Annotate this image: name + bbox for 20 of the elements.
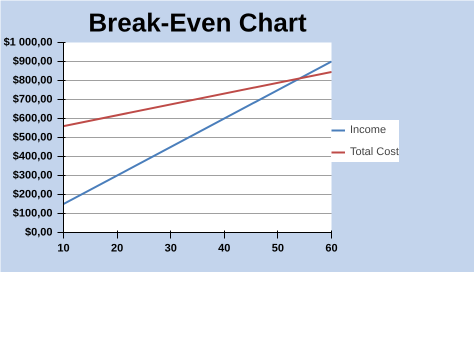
legend-label: Total Cost <box>350 146 399 158</box>
x-tick-label: 30 <box>164 242 177 254</box>
y-tick-label: $1 000,00 <box>4 36 52 48</box>
y-tick-label: $100,00 <box>12 208 53 220</box>
chart-title: Break-Even Chart <box>88 8 307 38</box>
y-tick-label: $200,00 <box>12 188 53 200</box>
x-tick-label: 10 <box>57 242 70 254</box>
y-tick-label: $600,00 <box>12 112 53 124</box>
x-tick-label: 60 <box>325 242 338 254</box>
y-tick-label: $900,00 <box>12 56 53 68</box>
x-tick-label: 20 <box>110 242 124 254</box>
y-tick-label: $400,00 <box>12 150 53 162</box>
legend-label: Income <box>350 124 386 136</box>
y-tick-label: $500,00 <box>12 132 53 144</box>
y-tick-label: $0,00 <box>24 226 53 238</box>
y-tick-label: $700,00 <box>12 94 53 106</box>
x-tick-label: 50 <box>272 242 284 254</box>
x-tick-label: 40 <box>218 242 230 254</box>
y-tick-label: $800,00 <box>12 74 53 86</box>
y-tick-label: $300,00 <box>12 170 53 182</box>
